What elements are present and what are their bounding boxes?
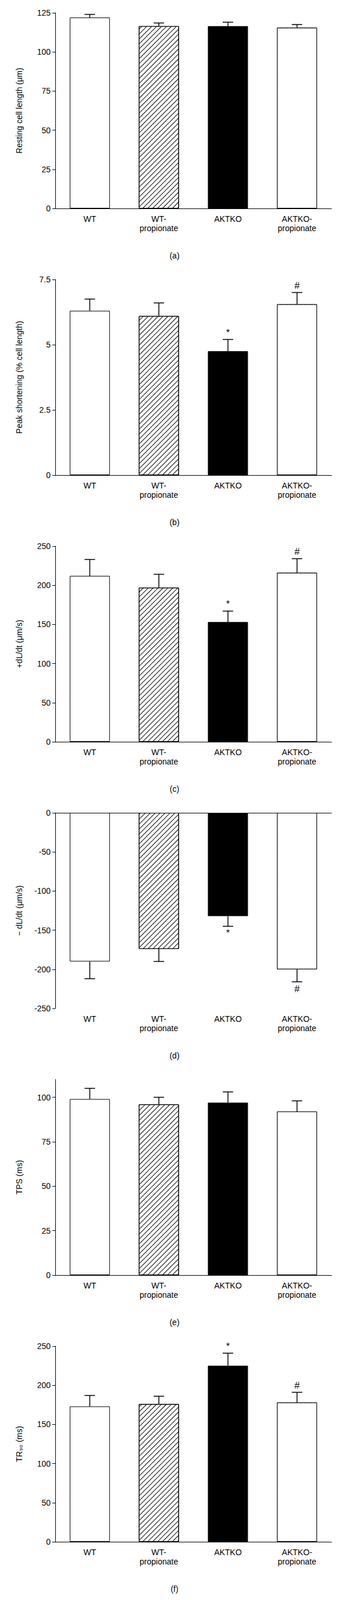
svg-text:50: 50 (41, 1496, 51, 1506)
svg-text:150: 150 (37, 1418, 52, 1428)
svg-text:5: 5 (45, 339, 51, 349)
svg-text:propionate: propionate (278, 756, 317, 766)
svg-text:AKTKO-: AKTKO- (282, 480, 313, 490)
svg-text:AKTKO: AKTKO (214, 1279, 242, 1289)
svg-text:AKTKO-: AKTKO- (282, 214, 313, 224)
svg-text:propionate: propionate (139, 223, 178, 233)
svg-text:WT-: WT- (151, 214, 167, 224)
svg-text:250: 250 (37, 540, 52, 551)
svg-text:100: 100 (37, 1457, 52, 1467)
svg-text:100: 100 (37, 47, 52, 57)
svg-text:propionate: propionate (139, 1555, 178, 1565)
svg-text:propionate: propionate (139, 489, 178, 500)
svg-text:WT-: WT- (151, 1013, 167, 1023)
svg-text:25: 25 (41, 164, 51, 174)
svg-text:#: # (294, 280, 300, 291)
svg-text:#: # (294, 983, 300, 993)
svg-text:TPS (ms): TPS (ms) (14, 1158, 24, 1193)
svg-text:2.5: 2.5 (39, 404, 52, 415)
svg-text:-250: -250 (34, 1002, 51, 1013)
svg-text:*: * (226, 327, 230, 338)
svg-text:0: 0 (45, 469, 51, 480)
svg-text:Resting cell length (μm): Resting cell length (μm) (14, 67, 24, 153)
svg-text:-150: -150 (34, 924, 51, 935)
svg-text:200: 200 (37, 579, 52, 590)
svg-text:propionate: propionate (278, 223, 317, 233)
svg-text:− dL/dt (μm/s): − dL/dt (μm/s) (14, 884, 24, 935)
svg-text:AKTKO: AKTKO (214, 480, 242, 490)
svg-text:(f): (f) (170, 1582, 178, 1593)
svg-text:100: 100 (37, 658, 52, 668)
svg-text:50: 50 (41, 1180, 51, 1190)
svg-text:WT: WT (83, 746, 96, 757)
svg-text:7.5: 7.5 (39, 274, 52, 284)
svg-text:TR₉₀ (ms): TR₉₀ (ms) (14, 1424, 24, 1461)
svg-text:AKTKO-: AKTKO- (282, 1279, 313, 1289)
svg-text:AKTKO-: AKTKO- (282, 1546, 313, 1556)
svg-text:*: * (226, 1340, 230, 1351)
svg-text:-200: -200 (34, 963, 51, 974)
svg-text:(a): (a) (169, 250, 180, 261)
svg-text:WT: WT (83, 1013, 96, 1023)
svg-text:0: 0 (45, 1535, 51, 1545)
svg-text:propionate: propionate (139, 1022, 178, 1032)
svg-text:+dL/dt (μm/s): +dL/dt (μm/s) (14, 618, 24, 668)
svg-text:Peak shortening (% cell length: Peak shortening (% cell length) (14, 320, 24, 434)
svg-text:0: 0 (45, 1269, 51, 1279)
svg-text:AKTKO: AKTKO (214, 214, 242, 224)
svg-text:0: 0 (45, 203, 51, 213)
svg-text:(e): (e) (169, 1316, 180, 1326)
svg-text:-100: -100 (34, 885, 51, 895)
svg-text:propionate: propionate (278, 489, 317, 500)
svg-text:WT-: WT- (151, 1546, 167, 1556)
svg-text:(d): (d) (169, 1049, 180, 1060)
svg-text:100: 100 (37, 1091, 52, 1102)
svg-text:25: 25 (41, 1224, 51, 1235)
svg-text:(c): (c) (169, 783, 180, 793)
svg-text:*: * (226, 927, 230, 938)
svg-text:WT: WT (83, 1279, 96, 1289)
svg-text:WT: WT (83, 1546, 96, 1556)
svg-text:(b): (b) (169, 517, 180, 527)
svg-text:propionate: propionate (278, 1555, 317, 1565)
svg-text:AKTKO-: AKTKO- (282, 1013, 313, 1023)
svg-text:-50: -50 (38, 846, 51, 856)
svg-text:50: 50 (41, 125, 51, 135)
svg-text:75: 75 (41, 1135, 51, 1146)
svg-text:200: 200 (37, 1379, 52, 1389)
svg-text:AKTKO: AKTKO (214, 1546, 242, 1556)
svg-text:50: 50 (41, 697, 51, 707)
svg-text:*: * (226, 598, 230, 609)
svg-text:WT: WT (83, 480, 96, 490)
svg-text:0: 0 (45, 807, 51, 817)
svg-text:AKTKO-: AKTKO- (282, 746, 313, 757)
svg-text:WT: WT (83, 214, 96, 224)
svg-text:WT-: WT- (151, 746, 167, 757)
svg-text:250: 250 (37, 1340, 52, 1350)
svg-text:propionate: propionate (278, 1288, 317, 1299)
svg-text:#: # (294, 546, 300, 557)
svg-text:propionate: propionate (139, 756, 178, 766)
svg-text:75: 75 (41, 86, 51, 96)
svg-text:#: # (294, 1379, 300, 1390)
svg-text:125: 125 (37, 8, 52, 18)
svg-text:AKTKO: AKTKO (214, 1013, 242, 1023)
svg-text:WT-: WT- (151, 480, 167, 490)
svg-text:propionate: propionate (139, 1288, 178, 1299)
svg-text:WT-: WT- (151, 1279, 167, 1289)
svg-text:AKTKO: AKTKO (214, 746, 242, 757)
svg-text:propionate: propionate (278, 1022, 317, 1032)
svg-text:150: 150 (37, 618, 52, 629)
svg-text:0: 0 (45, 736, 51, 746)
